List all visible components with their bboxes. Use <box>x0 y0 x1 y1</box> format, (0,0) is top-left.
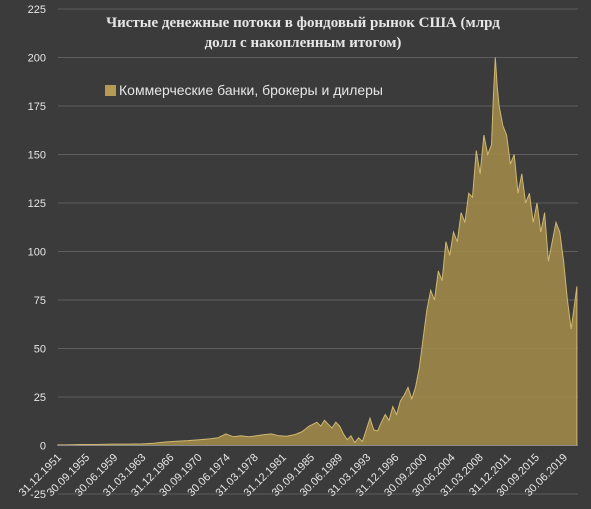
y-tick-label: 100 <box>28 247 46 259</box>
y-tick-label: 200 <box>28 53 46 65</box>
legend-label: Коммерческие банки, брокеры и дилеры <box>119 82 383 98</box>
y-tick-label: 25 <box>34 392 46 404</box>
legend-swatch <box>105 85 116 96</box>
y-tick-label: 125 <box>28 198 46 210</box>
x-axis: 31.12.195130.09.195530.06.195931.03.1963… <box>17 445 578 499</box>
y-tick-label: 0 <box>40 441 46 453</box>
y-tick-label: 175 <box>28 101 46 113</box>
series-area <box>57 57 578 446</box>
y-tick-label: 75 <box>34 295 46 307</box>
y-tick-label: 225 <box>28 4 46 16</box>
chart-title-line-1: Чистые денежные потоки в фондовый рынок … <box>106 15 500 31</box>
chart-title-line-2: долл с накопленным итогом) <box>205 35 402 51</box>
y-tick-label: -25 <box>30 489 46 501</box>
y-tick-label: 150 <box>28 150 46 162</box>
y-axis: -25 0 25 50 75 100 125 150 175 200 225 <box>28 4 46 501</box>
legend: Коммерческие банки, брокеры и дилеры <box>105 82 383 98</box>
y-tick-label: 50 <box>34 344 46 356</box>
plot-area <box>57 57 578 446</box>
